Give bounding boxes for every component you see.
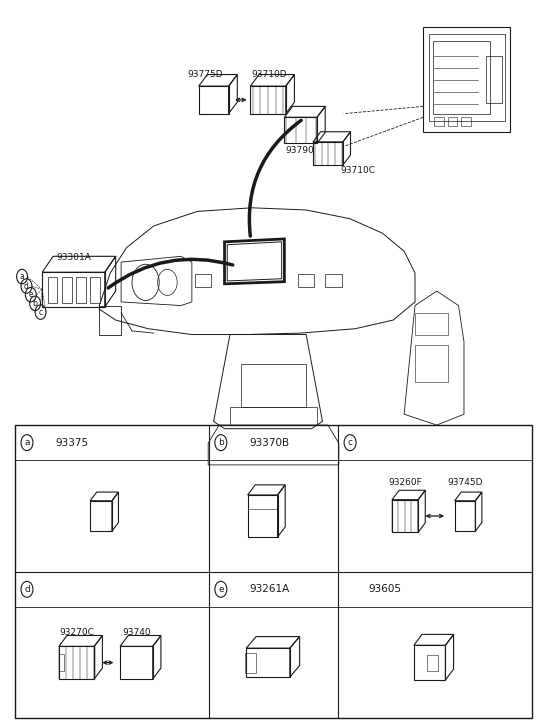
Bar: [195, 274, 211, 287]
Bar: [48, 276, 57, 302]
Bar: [415, 313, 447, 334]
Text: 93270C: 93270C: [59, 627, 94, 637]
Text: d: d: [24, 585, 30, 594]
Text: 93710D: 93710D: [251, 70, 287, 79]
Text: 93605: 93605: [368, 585, 401, 594]
Text: c: c: [38, 308, 43, 316]
Bar: [433, 41, 490, 113]
Text: 93740: 93740: [122, 627, 151, 637]
Text: 93790: 93790: [285, 146, 314, 156]
Bar: [447, 117, 457, 126]
Text: 93375: 93375: [56, 438, 89, 448]
Bar: [59, 654, 64, 671]
Text: 93261A: 93261A: [249, 585, 290, 594]
Text: 93260F: 93260F: [388, 478, 422, 487]
Bar: [241, 364, 306, 407]
Bar: [427, 656, 438, 671]
Bar: [434, 117, 444, 126]
Text: b: b: [33, 299, 38, 308]
Bar: [245, 653, 256, 672]
Text: 93775D: 93775D: [188, 70, 223, 79]
Bar: [230, 407, 317, 425]
Text: 93301A: 93301A: [56, 253, 91, 262]
Text: b: b: [218, 438, 224, 447]
Bar: [15, 425, 532, 718]
Bar: [415, 345, 447, 382]
Text: d: d: [24, 281, 29, 291]
Bar: [90, 276, 100, 302]
Bar: [461, 117, 471, 126]
Text: 93370B: 93370B: [249, 438, 290, 448]
Text: 93710C: 93710C: [340, 166, 375, 174]
Bar: [76, 276, 86, 302]
Text: 93745D: 93745D: [447, 478, 483, 487]
Text: e: e: [218, 585, 224, 594]
Bar: [429, 34, 505, 121]
Bar: [62, 276, 72, 302]
Text: a: a: [24, 438, 30, 447]
Bar: [486, 56, 502, 103]
Bar: [298, 274, 315, 287]
Text: e: e: [28, 290, 33, 300]
Text: a: a: [20, 272, 25, 281]
Bar: [423, 27, 510, 132]
Bar: [325, 274, 341, 287]
Text: c: c: [347, 438, 353, 447]
